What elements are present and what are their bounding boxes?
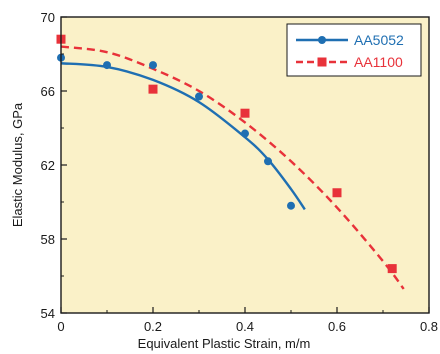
x-tick-label: 0.8 <box>420 319 438 334</box>
legend-label-aa1100: AA1100 <box>354 54 403 70</box>
point-aa1100 <box>387 264 397 274</box>
x-tick-label: 0.4 <box>236 319 254 334</box>
point-aa5052 <box>241 129 249 138</box>
x-tick-label: 0.6 <box>328 319 346 334</box>
x-axis-title: Equivalent Plastic Strain, m/m <box>138 336 311 351</box>
point-aa5052 <box>287 201 295 210</box>
point-aa5052 <box>264 157 272 166</box>
point-aa1100 <box>332 188 342 198</box>
point-aa1100 <box>148 84 158 94</box>
y-axis-title: Elastic Modulus, GPa <box>10 102 25 227</box>
legend-box <box>286 23 422 77</box>
y-tick-label: 62 <box>41 158 55 173</box>
legend: AA5052 AA1100 <box>286 23 422 77</box>
fit-curve-aa5052 <box>60 62 306 211</box>
point-aa1100 <box>240 108 250 118</box>
fit-curve-aa1100 <box>60 45 405 290</box>
point-aa5052 <box>195 92 203 101</box>
y-tick-label: 58 <box>41 232 55 247</box>
y-tick-label: 70 <box>41 10 55 25</box>
x-tick-label: 0.2 <box>144 319 162 334</box>
legend-marker-aa5052 <box>318 36 326 44</box>
legend-marker-aa1100 <box>317 57 327 67</box>
fit-curves <box>60 45 405 290</box>
x-tick-label: 0 <box>57 319 64 334</box>
point-aa5052 <box>103 61 111 70</box>
y-tick-label: 54 <box>41 306 55 321</box>
x-axis: 0 0.2 0.4 0.6 0.8 <box>57 307 438 334</box>
y-tick-label: 66 <box>41 84 55 99</box>
y-axis: 54 58 62 66 70 <box>41 10 67 321</box>
legend-label-aa5052: AA5052 <box>354 32 404 48</box>
point-aa5052 <box>149 61 157 70</box>
